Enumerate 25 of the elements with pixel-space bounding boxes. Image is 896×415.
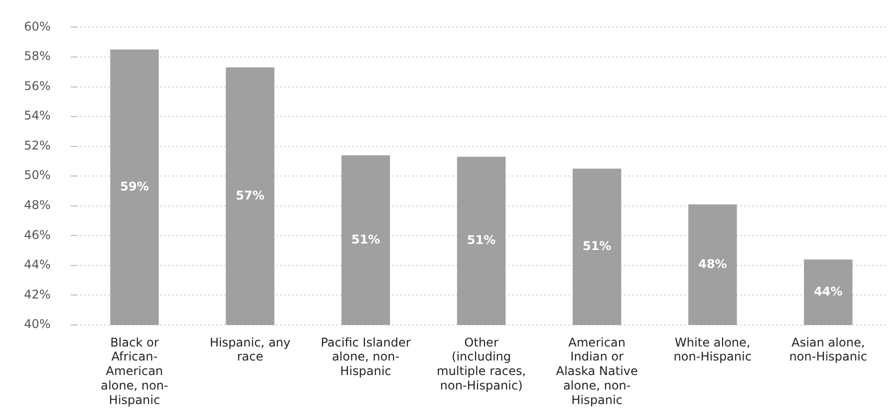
x-tick-label: Asian alone, non-Hispanic [789, 335, 868, 364]
x-tick-label: Black or African-American alone, non-Hispanic [100, 335, 168, 407]
y-tick-label: 54% [24, 108, 51, 123]
x-tick-label: Pacific Islander alone, non-Hispanic [320, 335, 411, 378]
y-tick-label: 52% [24, 138, 51, 152]
y-tick-label: 48% [24, 198, 51, 212]
x-tick-label: Other (including multiple races, non-Hispanic) [436, 335, 526, 393]
data-label: 51% [582, 238, 612, 253]
data-label: 59% [120, 179, 149, 194]
data-label: 44% [814, 284, 843, 298]
x-tick-label: Hispanic, any race [210, 335, 291, 364]
y-tick-label: 60% [24, 19, 51, 34]
data-label: 51% [351, 232, 380, 246]
y-tick-label: 44% [24, 258, 51, 272]
y-tick-label: 58% [24, 49, 51, 64]
y-tick-label: 40% [24, 317, 51, 332]
data-label: 51% [466, 232, 496, 247]
y-tick-label: 42% [24, 287, 51, 302]
x-tick-label: American Indian or Alaska Native alone, non-Hispanic [556, 335, 638, 407]
y-tick-label: 46% [24, 228, 51, 242]
y-tick-label: 56% [24, 78, 51, 93]
y-tick-label: 50% [24, 168, 51, 182]
data-label: 48% [698, 256, 727, 271]
data-label: 57% [236, 188, 264, 202]
x-tick-label: White alone, non-Hispanic [674, 335, 752, 364]
